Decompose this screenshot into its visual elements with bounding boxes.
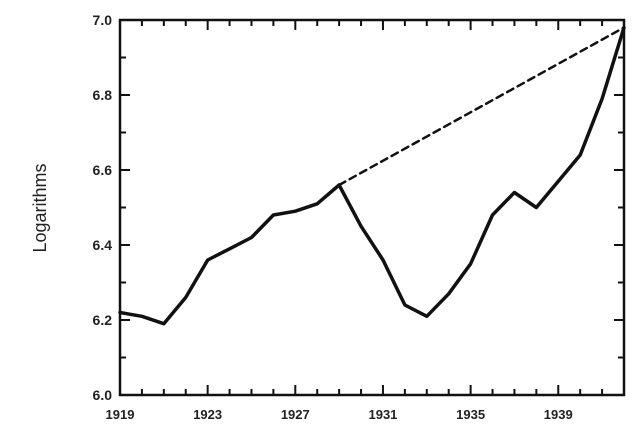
series-layer [118,25,626,326]
series-line [118,25,626,326]
x-tick-label: 1931 [368,407,397,422]
x-tick-label: 1935 [456,407,485,422]
x-tick-label: 1927 [281,407,310,422]
trend-line-dashed [337,26,626,187]
tick-marks [119,19,625,396]
y-tick-label: 6.0 [93,387,113,403]
y-tick-label: 6.4 [93,237,113,253]
y-tick-label: 6.6 [93,162,113,178]
x-tick-label: 1919 [106,407,135,422]
x-tick-label: 1923 [193,407,222,422]
y-tick-label: 6.2 [93,312,113,328]
plot-frame [118,18,626,397]
x-tick-label: 1939 [544,407,573,422]
y-axis-title: Logarithms [30,163,50,252]
tick-labels: 6.0 6.2 6.4 6.6 6.8 7.0 1919 1923 1927 1931 1935 19… [93,12,573,422]
y-tick-label: 7.0 [93,12,113,28]
y-tick-label: 6.8 [93,87,113,103]
